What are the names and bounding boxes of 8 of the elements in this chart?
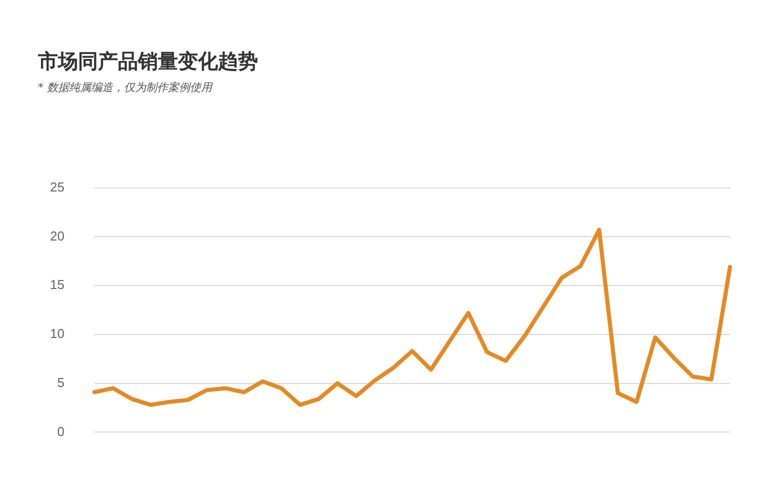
y-tick-label: 0 (57, 424, 64, 439)
y-tick-label: 25 (50, 179, 64, 194)
y-tick-label: 5 (57, 374, 64, 390)
y-tick-label: 10 (50, 326, 64, 342)
chart-subtitle: * 数据纯属编造，仅为制作案例使用 (38, 80, 212, 95)
y-tick-label: 15 (50, 277, 64, 292)
y-tick-label: 20 (50, 228, 64, 244)
chart-title: 市场同产品销量变化趋势 (38, 48, 258, 75)
